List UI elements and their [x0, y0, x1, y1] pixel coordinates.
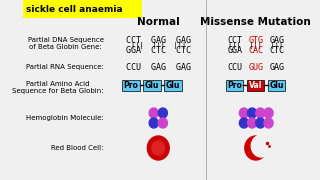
Text: CCT: CCT	[227, 35, 242, 44]
Text: Pro: Pro	[228, 80, 242, 89]
Circle shape	[245, 136, 267, 160]
Text: sickle cell anaemia: sickle cell anaemia	[26, 4, 123, 14]
Circle shape	[158, 108, 167, 118]
FancyBboxPatch shape	[268, 80, 285, 91]
Text: Normal: Normal	[137, 17, 180, 27]
Text: |||  |||  |||: ||| ||| |||	[228, 42, 284, 48]
Text: |||  |||  |||: ||| ||| |||	[131, 42, 186, 48]
FancyBboxPatch shape	[143, 80, 161, 91]
Text: GAG: GAG	[269, 35, 284, 44]
Text: Hemoglobin Molecule:: Hemoglobin Molecule:	[26, 115, 104, 121]
Circle shape	[158, 118, 167, 128]
Text: CCU  GAG  GAG: CCU GAG GAG	[126, 62, 191, 71]
Text: Red Blood Cell:: Red Blood Cell:	[51, 145, 104, 151]
Text: GTG: GTG	[248, 35, 263, 44]
FancyBboxPatch shape	[226, 80, 244, 91]
Circle shape	[149, 108, 158, 118]
FancyBboxPatch shape	[122, 80, 140, 91]
Circle shape	[248, 118, 257, 128]
Text: Pro: Pro	[124, 80, 138, 89]
Circle shape	[239, 108, 249, 118]
Circle shape	[239, 118, 249, 128]
Circle shape	[147, 136, 169, 160]
Circle shape	[264, 108, 273, 118]
Circle shape	[256, 108, 265, 118]
Circle shape	[264, 118, 273, 128]
Text: Val: Val	[249, 80, 262, 89]
Circle shape	[149, 118, 158, 128]
FancyBboxPatch shape	[247, 80, 264, 91]
Text: CTC: CTC	[269, 46, 284, 55]
Text: GGA: GGA	[227, 46, 242, 55]
Text: Missense Mutation: Missense Mutation	[200, 17, 311, 27]
Text: CCU: CCU	[227, 62, 242, 71]
FancyBboxPatch shape	[164, 80, 181, 91]
Text: Partial Amino Acid
Sequence for Beta Globin:: Partial Amino Acid Sequence for Beta Glo…	[12, 80, 104, 93]
Text: Partial DNA Sequence
of Beta Globin Gene:: Partial DNA Sequence of Beta Globin Gene…	[28, 37, 104, 50]
Text: Glu: Glu	[145, 80, 159, 89]
Text: GUG: GUG	[248, 62, 263, 71]
Circle shape	[152, 141, 165, 155]
Text: GGA  CTC  CTC: GGA CTC CTC	[126, 46, 191, 55]
Text: CCT  GAG  GAG: CCT GAG GAG	[126, 35, 191, 44]
Circle shape	[256, 118, 265, 128]
Text: CAC: CAC	[248, 46, 263, 55]
Circle shape	[251, 135, 271, 157]
Text: Partial RNA Sequence:: Partial RNA Sequence:	[26, 64, 104, 70]
Circle shape	[248, 108, 257, 118]
Text: Glu: Glu	[269, 80, 284, 89]
Text: Glu: Glu	[166, 80, 180, 89]
Text: GAG: GAG	[269, 62, 284, 71]
FancyBboxPatch shape	[23, 0, 142, 18]
